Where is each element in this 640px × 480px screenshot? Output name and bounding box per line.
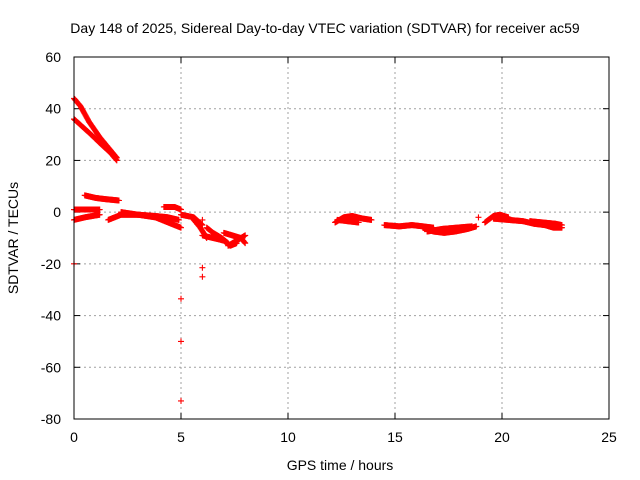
grid-lines [74, 57, 609, 419]
y-tick-label: -80 [41, 411, 61, 427]
y-tick-label: 60 [45, 49, 61, 65]
data-point-outliers [199, 216, 206, 223]
data-point-arc-u [558, 222, 565, 229]
x-axis-label: GPS time / hours [287, 457, 394, 473]
x-tick-labels: 0 5 10 15 20 25 [70, 429, 617, 445]
data-point-outliers [475, 214, 482, 221]
x-tick-label: 0 [70, 429, 78, 445]
axis-ticks [73, 56, 610, 420]
x-tick-label: 25 [601, 429, 617, 445]
y-tick-labels: -80 -60 -40 -20 0 20 40 60 [41, 49, 61, 427]
data-point-arc-d [175, 216, 182, 223]
plot-area-frame [73, 56, 610, 420]
data-point-outliers [199, 264, 206, 271]
y-tick-label: -20 [41, 256, 61, 272]
data-point-arc-q [469, 223, 476, 230]
data-point-outliers [178, 397, 184, 404]
data-point-outliers [178, 295, 184, 302]
x-tick-label: 5 [177, 429, 185, 445]
data-point-outliers [178, 338, 184, 345]
chart-title: Day 148 of 2025, Sidereal Day-to-day VTE… [70, 20, 580, 36]
data-point-arc-k [242, 240, 249, 247]
y-tick-label: -40 [41, 308, 61, 324]
y-axis-label: SDTVAR / TECUs [5, 182, 21, 294]
data-point-outliers [462, 224, 469, 231]
data-point-outliers [199, 273, 206, 280]
data-point-arc-m [368, 216, 375, 223]
data-points [71, 95, 565, 404]
y-tick-label: 40 [45, 101, 61, 117]
data-point-arc-b [96, 206, 103, 213]
y-tick-label: -60 [41, 359, 61, 375]
x-tick-label: 20 [494, 429, 510, 445]
data-point-arc-n [355, 219, 362, 226]
y-tick-label: 20 [45, 152, 61, 168]
data-point-decay-lower [113, 157, 120, 164]
y-tick-label: 0 [53, 204, 61, 220]
data-point-arc-c [96, 211, 103, 218]
x-tick-label: 10 [280, 429, 296, 445]
data-point-arc-e [178, 224, 184, 231]
data-point-arc-f [178, 206, 184, 213]
data-point-arc-a [115, 197, 122, 204]
data-point-arc-l [242, 232, 249, 239]
x-tick-label: 15 [387, 429, 403, 445]
